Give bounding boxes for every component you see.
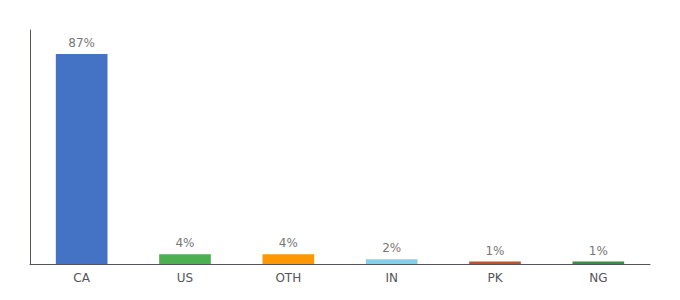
svg-text:OTH: OTH: [275, 271, 301, 285]
svg-text:1%: 1%: [589, 244, 608, 258]
svg-text:PK: PK: [487, 271, 503, 285]
svg-text:NG: NG: [589, 271, 607, 285]
svg-text:US: US: [177, 271, 193, 285]
svg-text:CA: CA: [73, 271, 90, 285]
svg-text:4%: 4%: [279, 236, 298, 250]
svg-text:2%: 2%: [382, 241, 401, 255]
svg-text:IN: IN: [385, 271, 398, 285]
svg-text:4%: 4%: [175, 236, 194, 250]
svg-text:1%: 1%: [485, 244, 504, 258]
svg-text:87%: 87%: [68, 36, 95, 50]
